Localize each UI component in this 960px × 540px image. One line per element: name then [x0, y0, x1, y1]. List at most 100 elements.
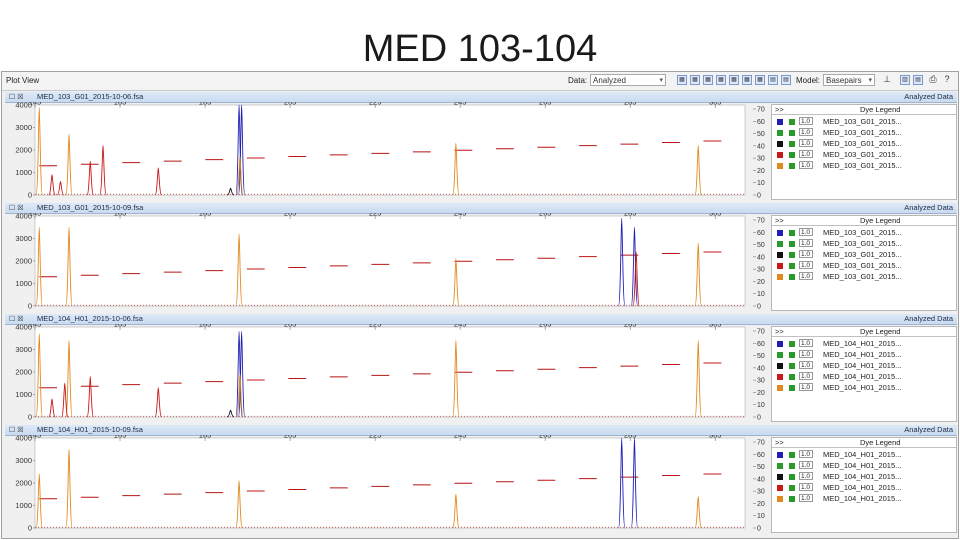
peak-orange[interactable]: [236, 373, 244, 418]
peak-orange[interactable]: [694, 145, 702, 196]
dye-visible-checkbox[interactable]: [789, 241, 795, 247]
dye-legend-row[interactable]: 1.0 MED_104_H01_2015...: [775, 371, 955, 382]
chart-icon[interactable]: ▥: [900, 75, 910, 85]
dye-legend-row[interactable]: 1.0 MED_103_G01_2015...: [775, 138, 955, 149]
dye-visible-checkbox[interactable]: [789, 474, 795, 480]
peak-blue[interactable]: [237, 331, 246, 418]
dye-scale-input[interactable]: 1.0: [799, 228, 813, 236]
dye-visible-checkbox[interactable]: [789, 141, 795, 147]
dye-visible-checkbox[interactable]: [789, 119, 795, 125]
legend-toggle-icon[interactable]: ▤: [768, 75, 778, 85]
dye-blue-toggle-icon[interactable]: ▦: [677, 75, 687, 85]
dye-visible-checkbox[interactable]: [789, 374, 795, 380]
dye-visible-checkbox[interactable]: [789, 252, 795, 258]
dye-scale-input[interactable]: 1.0: [799, 139, 813, 147]
dye-visible-checkbox[interactable]: [789, 263, 795, 269]
dye-scale-input[interactable]: 1.0: [799, 461, 813, 469]
electropherogram-plot[interactable]: 145 165 185 205 225 245 265 285 305 0 1000 2000 3000…: [5, 435, 765, 533]
dye-scale-input[interactable]: 1.0: [799, 117, 813, 125]
peak-orange[interactable]: [35, 226, 43, 307]
dye-legend-row[interactable]: 1.0 MED_104_H01_2015...: [775, 449, 955, 460]
peak-red[interactable]: [86, 160, 94, 196]
peak-orange[interactable]: [235, 233, 243, 307]
dye-scale-input[interactable]: 1.0: [799, 272, 813, 280]
dye-visible-checkbox[interactable]: [789, 130, 795, 136]
print-icon[interactable]: ⎙: [929, 74, 937, 84]
dye-legend-row[interactable]: 1.0 MED_103_G01_2015...: [775, 149, 955, 160]
dye-scale-input[interactable]: 1.0: [799, 161, 813, 169]
peak-blue[interactable]: [237, 104, 246, 196]
peak-orange[interactable]: [65, 448, 73, 529]
dye-legend-row[interactable]: 1.0 MED_104_H01_2015...: [775, 338, 955, 349]
electropherogram-panel[interactable]: ☐ ☒ MED_104_H01_2015-10-09.fsa Analyzed Da…: [5, 425, 957, 535]
peak-black[interactable]: [227, 187, 234, 196]
dye-visible-checkbox[interactable]: [789, 385, 795, 391]
peak-red[interactable]: [48, 174, 56, 196]
dye-visible-checkbox[interactable]: [789, 230, 795, 236]
peak-orange[interactable]: [694, 242, 702, 307]
dye-scale-input[interactable]: 1.0: [799, 383, 813, 391]
data-select[interactable]: Analyzed ▾: [590, 74, 666, 86]
dye-scale-input[interactable]: 1.0: [799, 150, 813, 158]
table-icon[interactable]: ▤: [913, 75, 923, 85]
dye-legend-row[interactable]: 1.0 MED_104_H01_2015...: [775, 482, 955, 493]
peak-red[interactable]: [86, 376, 94, 418]
expand-arrow-icon[interactable]: >>: [775, 105, 784, 114]
grid-toggle-icon[interactable]: ▤: [781, 75, 791, 85]
dye-scale-input[interactable]: 1.0: [799, 339, 813, 347]
peak-orange[interactable]: [452, 493, 460, 529]
panel-checkbox-icon[interactable]: ☐ ☒: [9, 94, 24, 101]
peak-red[interactable]: [154, 167, 162, 196]
dye-scale-input[interactable]: 1.0: [799, 239, 813, 247]
peak-red[interactable]: [48, 398, 56, 418]
dye-legend-row[interactable]: 1.0 MED_103_G01_2015...: [775, 127, 955, 138]
peak-blue[interactable]: [630, 226, 639, 307]
peak-black[interactable]: [227, 409, 234, 418]
dye-legend-row[interactable]: 1.0 MED_104_H01_2015...: [775, 360, 955, 371]
dye-visible-checkbox[interactable]: [789, 274, 795, 280]
peak-blue[interactable]: [618, 437, 626, 529]
dye-legend-row[interactable]: 1.0 MED_104_H01_2015...: [775, 493, 955, 504]
dye-visible-checkbox[interactable]: [789, 463, 795, 469]
peak-orange[interactable]: [35, 106, 43, 196]
dye-visible-checkbox[interactable]: [789, 152, 795, 158]
dye-scale-input[interactable]: 1.0: [799, 350, 813, 358]
model-select[interactable]: Basepairs ▾: [823, 74, 875, 86]
dye-legend-row[interactable]: 1.0 MED_103_G01_2015...: [775, 260, 955, 271]
peak-blue[interactable]: [618, 217, 626, 307]
expand-arrow-icon[interactable]: >>: [775, 327, 784, 336]
dye-legend-row[interactable]: 1.0 MED_103_G01_2015...: [775, 238, 955, 249]
dye-scale-input[interactable]: 1.0: [799, 483, 813, 491]
panel-checkbox-icon[interactable]: ☐ ☒: [9, 205, 24, 212]
electropherogram-plot[interactable]: 145 165 185 205 225 245 265 285 305 0 1000 2000 3000…: [5, 102, 765, 200]
dye-legend-row[interactable]: 1.0 MED_103_G01_2015...: [775, 116, 955, 127]
electropherogram-panel[interactable]: ☐ ☒ MED_104_H01_2015-10-06.fsa Analyzed Da…: [5, 314, 957, 424]
dye-green-toggle-icon[interactable]: ▦: [690, 75, 700, 85]
dye-scale-input[interactable]: 1.0: [799, 472, 813, 480]
dye-black-toggle-icon[interactable]: ▦: [703, 75, 713, 85]
peak-orange[interactable]: [35, 333, 43, 418]
peak-orange[interactable]: [452, 142, 460, 196]
peak-orange[interactable]: [65, 340, 73, 418]
electropherogram-panel[interactable]: ☐ ☒ MED_103_G01_2015-10-06.fsa Analyzed Da…: [5, 92, 957, 202]
dye-legend-row[interactable]: 1.0 MED_103_G01_2015...: [775, 160, 955, 171]
dye-scale-input[interactable]: 1.0: [799, 450, 813, 458]
dye-legend-row[interactable]: 1.0 MED_103_G01_2015...: [775, 249, 955, 260]
peak-blue[interactable]: [630, 437, 639, 529]
dye-legend-row[interactable]: 1.0 MED_104_H01_2015...: [775, 349, 955, 360]
dye-legend-row[interactable]: 1.0 MED_104_H01_2015...: [775, 460, 955, 471]
peak-red[interactable]: [154, 387, 162, 418]
electropherogram-plot[interactable]: 145 165 185 205 225 245 265 285 305 0 1000 2000 3000…: [5, 324, 765, 422]
dye-visible-checkbox[interactable]: [789, 485, 795, 491]
dye-legend-row[interactable]: 1.0 MED_103_G01_2015...: [775, 227, 955, 238]
peak-red[interactable]: [632, 251, 640, 307]
sizing-toggle-icon[interactable]: ▦: [755, 75, 765, 85]
peak-orange[interactable]: [35, 473, 43, 529]
peak-orange[interactable]: [235, 480, 243, 529]
dye-scale-input[interactable]: 1.0: [799, 250, 813, 258]
dye-visible-checkbox[interactable]: [789, 163, 795, 169]
peak-orange[interactable]: [236, 156, 244, 196]
dye-scale-input[interactable]: 1.0: [799, 128, 813, 136]
pin-icon[interactable]: ⊥: [883, 74, 891, 84]
panel-checkbox-icon[interactable]: ☐ ☒: [9, 316, 24, 323]
